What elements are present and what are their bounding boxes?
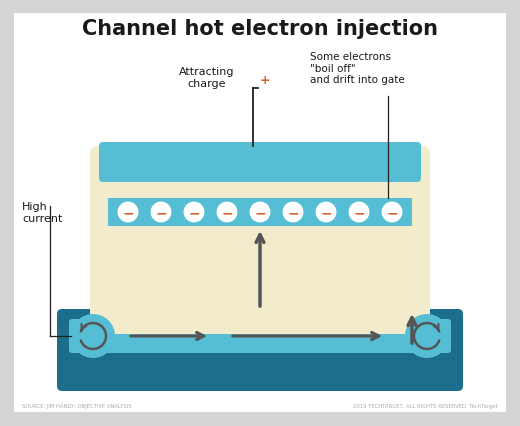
Circle shape: [249, 201, 271, 224]
Circle shape: [281, 201, 305, 224]
FancyBboxPatch shape: [99, 143, 421, 183]
Circle shape: [381, 201, 404, 224]
Text: −: −: [221, 206, 233, 220]
FancyBboxPatch shape: [57, 309, 463, 391]
Text: Some electrons
"boil off"
and drift into gate: Some electrons "boil off" and drift into…: [310, 52, 405, 85]
Text: −: −: [320, 206, 332, 220]
Text: −: −: [254, 206, 266, 220]
Text: −: −: [122, 206, 134, 220]
Circle shape: [71, 314, 115, 358]
Text: −: −: [353, 206, 365, 220]
FancyBboxPatch shape: [14, 14, 506, 412]
Text: −: −: [188, 206, 200, 220]
Circle shape: [183, 201, 205, 224]
Text: High
current: High current: [22, 201, 62, 223]
Text: +: +: [260, 74, 270, 87]
Circle shape: [315, 201, 337, 224]
Circle shape: [215, 201, 239, 224]
Text: Attracting
charge: Attracting charge: [179, 67, 235, 88]
Text: Channel hot electron injection: Channel hot electron injection: [82, 19, 438, 39]
Circle shape: [347, 201, 370, 224]
Text: −: −: [386, 206, 398, 220]
Text: −: −: [155, 206, 167, 220]
Text: −: −: [287, 206, 299, 220]
Text: SOURCE: JIM HANDY, OBJECTIVE ANALYSIS: SOURCE: JIM HANDY, OBJECTIVE ANALYSIS: [22, 403, 132, 408]
Circle shape: [116, 201, 139, 224]
Text: 2019 TECHTARGET, ALL RIGHTS RESERVED  TechTarget: 2019 TECHTARGET, ALL RIGHTS RESERVED Tec…: [354, 403, 498, 408]
Circle shape: [150, 201, 173, 224]
Bar: [108, 199, 412, 227]
FancyBboxPatch shape: [90, 147, 430, 334]
FancyBboxPatch shape: [69, 319, 451, 353]
Circle shape: [405, 314, 449, 358]
